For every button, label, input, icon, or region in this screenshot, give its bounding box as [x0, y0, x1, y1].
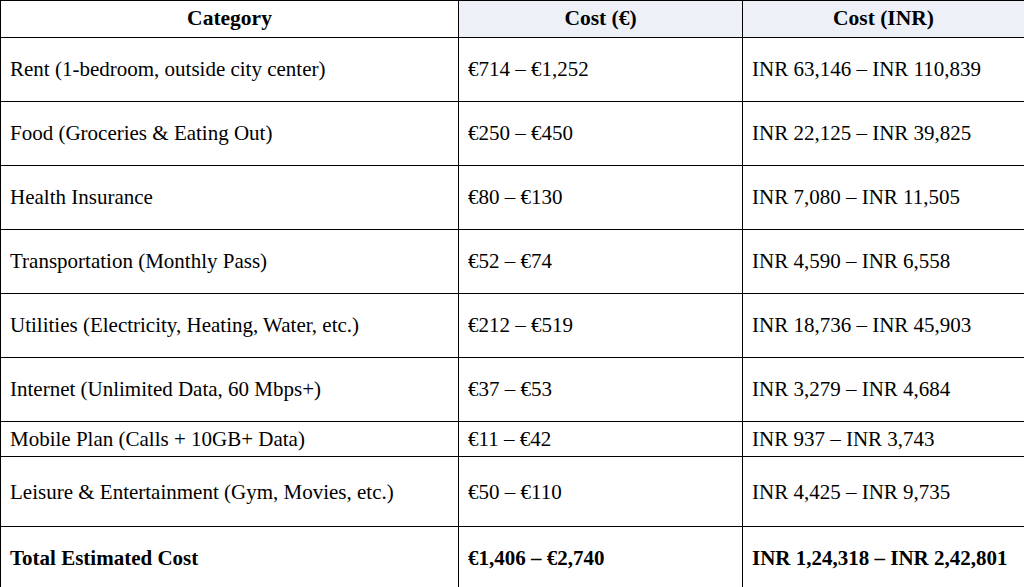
- cost-inr-cell: INR 4,425 – INR 9,735: [743, 457, 1024, 527]
- category-cell: Health Insurance: [1, 166, 459, 230]
- table-row-food: Food (Groceries & Eating Out) €250 – €45…: [1, 102, 1024, 166]
- table-row-health-insurance: Health Insurance €80 – €130 INR 7,080 – …: [1, 166, 1024, 230]
- cost-eur-cell: €52 – €74: [459, 230, 743, 294]
- cost-eur-cell: €11 – €42: [459, 422, 743, 457]
- column-header-cost-eur: Cost (€): [459, 1, 743, 38]
- table-row-utilities: Utilities (Electricity, Heating, Water, …: [1, 294, 1024, 358]
- table-row-mobile-plan: Mobile Plan (Calls + 10GB+ Data) €11 – €…: [1, 422, 1024, 457]
- cost-eur-cell: €50 – €110: [459, 457, 743, 527]
- column-header-cost-inr: Cost (INR): [743, 1, 1024, 38]
- cost-eur-cell: €714 – €1,252: [459, 38, 743, 102]
- column-header-category: Category: [1, 1, 459, 38]
- category-cell: Internet (Unlimited Data, 60 Mbps+): [1, 358, 459, 422]
- cost-inr-cell: INR 63,146 – INR 110,839: [743, 38, 1024, 102]
- table-row-rent: Rent (1-bedroom, outside city center) €7…: [1, 38, 1024, 102]
- cost-table: Category Cost (€) Cost (INR) Rent (1-bed…: [0, 0, 1024, 587]
- table-row-leisure: Leisure & Entertainment (Gym, Movies, et…: [1, 457, 1024, 527]
- category-cell: Rent (1-bedroom, outside city center): [1, 38, 459, 102]
- category-cell: Food (Groceries & Eating Out): [1, 102, 459, 166]
- cost-inr-cell: INR 7,080 – INR 11,505: [743, 166, 1024, 230]
- header-row: Category Cost (€) Cost (INR): [1, 1, 1024, 38]
- category-cell: Leisure & Entertainment (Gym, Movies, et…: [1, 457, 459, 527]
- cost-inr-cell: INR 18,736 – INR 45,903: [743, 294, 1024, 358]
- cost-inr-cell: INR 4,590 – INR 6,558: [743, 230, 1024, 294]
- cost-eur-cell: €250 – €450: [459, 102, 743, 166]
- cost-inr-cell: INR 937 – INR 3,743: [743, 422, 1024, 457]
- table-row-internet: Internet (Unlimited Data, 60 Mbps+) €37 …: [1, 358, 1024, 422]
- category-cell: Transportation (Monthly Pass): [1, 230, 459, 294]
- cost-inr-cell: INR 22,125 – INR 39,825: [743, 102, 1024, 166]
- total-cost-eur-cell: €1,406 – €2,740: [459, 527, 743, 587]
- cost-eur-cell: €80 – €130: [459, 166, 743, 230]
- table-row-total: Total Estimated Cost €1,406 – €2,740 INR…: [1, 527, 1024, 587]
- cost-inr-cell: INR 3,279 – INR 4,684: [743, 358, 1024, 422]
- category-cell: Mobile Plan (Calls + 10GB+ Data): [1, 422, 459, 457]
- total-cost-inr-cell: INR 1,24,318 – INR 2,42,801: [743, 527, 1024, 587]
- cost-eur-cell: €37 – €53: [459, 358, 743, 422]
- category-cell: Utilities (Electricity, Heating, Water, …: [1, 294, 459, 358]
- total-label-cell: Total Estimated Cost: [1, 527, 459, 587]
- table-row-transportation: Transportation (Monthly Pass) €52 – €74 …: [1, 230, 1024, 294]
- cost-eur-cell: €212 – €519: [459, 294, 743, 358]
